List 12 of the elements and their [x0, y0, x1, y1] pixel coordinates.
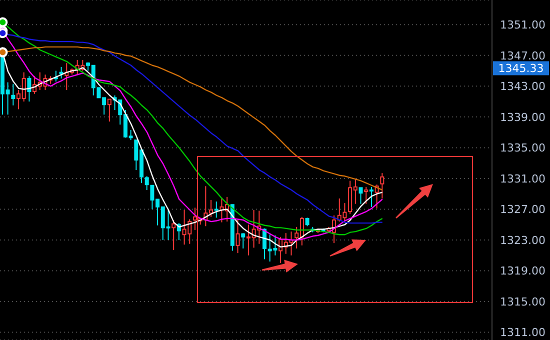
y-tick-label: 1315.00 — [500, 295, 546, 308]
y-tick-label: 1339.00 — [500, 110, 546, 124]
y-tick-label: 1323.00 — [500, 234, 546, 247]
y-tick-label: 1347.00 — [500, 49, 546, 62]
y-tick-label: 1327.00 — [500, 203, 546, 216]
y-tick-label: 1311.00 — [500, 326, 546, 340]
y-tick-label: 1351.00 — [500, 18, 546, 32]
y-tick-label: 1343.00 — [500, 80, 546, 94]
y-tick-label: 1335.00 — [500, 142, 546, 155]
y-tick-label: 1319.00 — [500, 264, 546, 278]
text: 1345.33 — [498, 62, 544, 76]
y-tick-label: 1331.00 — [500, 172, 546, 186]
